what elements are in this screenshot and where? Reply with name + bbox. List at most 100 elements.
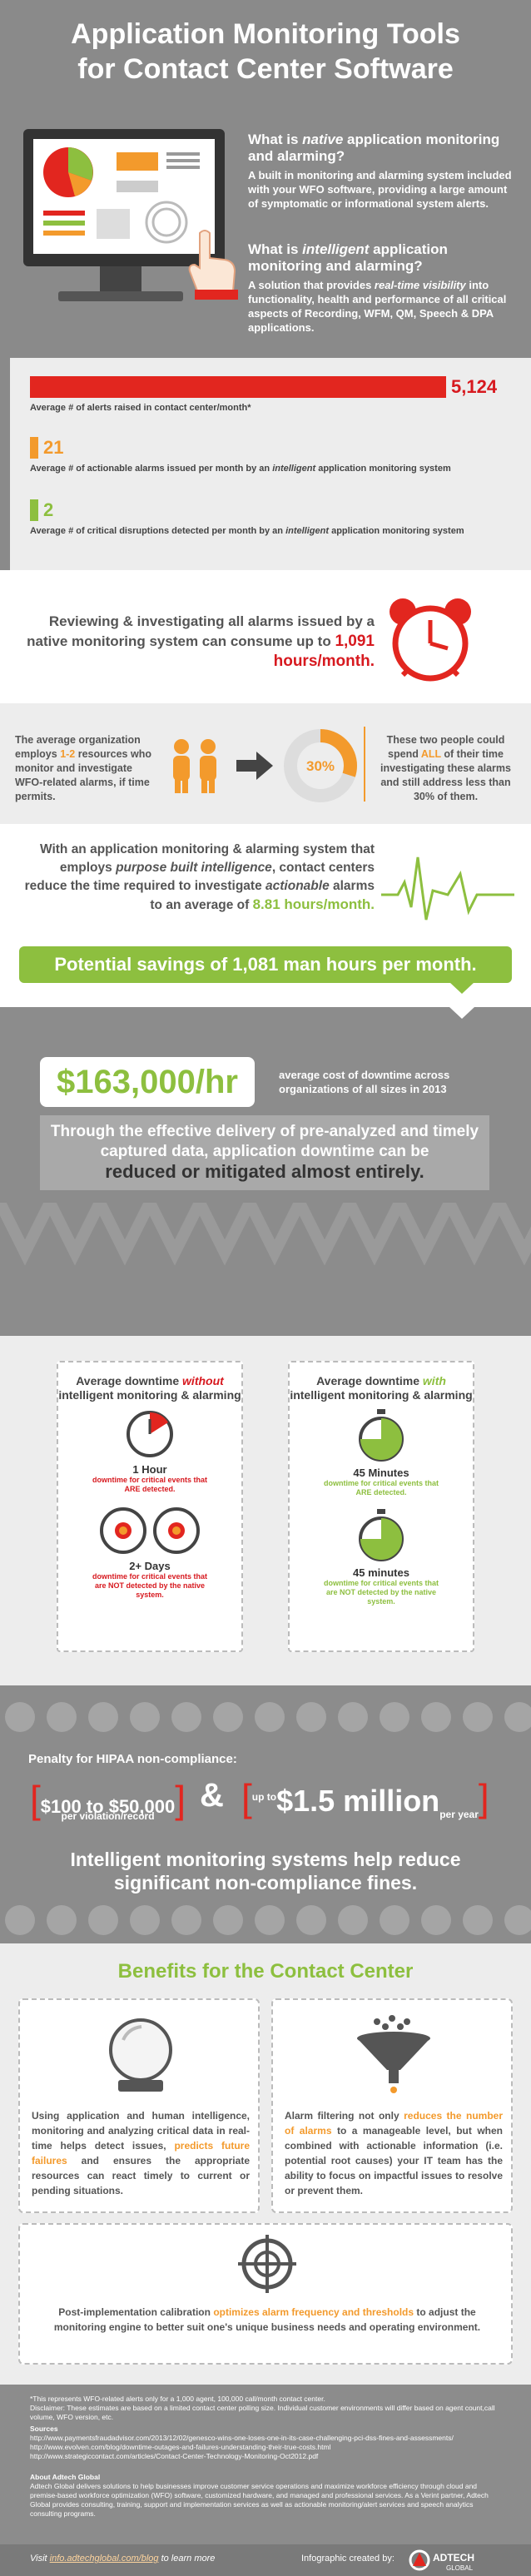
dashboard-screen: [33, 139, 215, 254]
without-detected-value: 1 Hour: [132, 1463, 167, 1476]
divider: [364, 727, 365, 802]
decorative-pattern: [0, 1203, 531, 1266]
target-icon: [238, 2235, 296, 2293]
hipaa-section: Penalty for HIPAA non-compliance: [$100 …: [0, 1685, 531, 1943]
fine-per-year: [up to$1.5 millionper year]: [241, 1776, 489, 1821]
intelligent-answer: A solution that provides real-time visib…: [248, 279, 507, 334]
benefits-section: Benefits for the Contact Center Using ap…: [0, 1943, 531, 2385]
review-time-text: Reviewing & investigating all alarms iss…: [27, 613, 375, 670]
without-monitoring-card: Average downtime without intelligent mon…: [57, 1361, 243, 1652]
fine-per-record: [$100 to $50,000] per violation/record: [30, 1778, 186, 1822]
intelligence-text: With an application monitoring & alarmin…: [24, 842, 375, 912]
stat-bar-alerts: [30, 376, 446, 398]
day-cycle-icon-2: [153, 1507, 201, 1554]
svg-text:GLOBAL: GLOBAL: [446, 2564, 474, 2572]
intelligent-hours: 8.81 hours/month.: [252, 896, 375, 912]
section-top-notch: [0, 1007, 531, 1019]
alarm-clock-icon: [390, 598, 471, 682]
intelligent-question: What is intelligent application monitori…: [248, 241, 448, 274]
stat-label-critical: Average # of critical disruptions detect…: [30, 526, 464, 536]
stopwatch-icon-2: [359, 1509, 404, 1561]
benefit-card-prediction: Using application and human intelligence…: [18, 1998, 260, 2213]
visit-blog-text: Visit info.adtechglobal.com/blog to lear…: [30, 2554, 216, 2564]
with-card-title: Average downtime with intelligent monito…: [290, 1374, 473, 1402]
native-answer: A built in monitoring and alarming syste…: [248, 169, 512, 210]
resources-section: The average organization employs 1-2 res…: [0, 703, 531, 824]
downtime-cost-value: $163,000/hr: [40, 1057, 255, 1107]
benefit-card-filtering: Alarm filtering not only reduces the num…: [271, 1998, 513, 2213]
native-question-block: What is native application monitoring an…: [248, 132, 514, 211]
arrow-right-icon: [236, 752, 273, 780]
percent-label: 30%: [306, 758, 335, 774]
crystal-ball-icon: [109, 2018, 172, 2092]
title-line-2: for Contact Center Software: [77, 53, 454, 85]
source-link-2[interactable]: http://www.evolven.com/blog/downtime-out…: [30, 2443, 331, 2451]
stopwatch-icon: [359, 1409, 404, 1462]
stat-value-critical: 2: [43, 499, 54, 520]
adtech-logo: ADTECH GLOBAL: [409, 2549, 474, 2572]
svg-text:ADTECH: ADTECH: [433, 2552, 474, 2564]
stat-alerts: 5,124 Average # of alerts raised in cont…: [30, 376, 497, 413]
with-undetected-value: 45 minutes: [353, 1566, 409, 1579]
fine-reduction-text: Intelligent monitoring systems help redu…: [70, 1849, 461, 1894]
without-undetected-desc: downtime for critical events that are NO…: [92, 1572, 208, 1599]
benefit-filtering-text: Alarm filtering not only reduces the num…: [285, 2110, 504, 2196]
benefit-calibration-text: Post-implementation calibration optimize…: [53, 2306, 481, 2333]
with-monitoring-card: Average downtime with intelligent monito…: [288, 1361, 474, 1652]
stat-bar-critical: [30, 499, 38, 521]
downtime-reduction-text: Through the effective delivery of pre-an…: [40, 1115, 489, 1190]
sources: Sources http://www.paymentsfraudadvisor.…: [30, 2425, 501, 2461]
dashboard-graphic: [43, 147, 200, 244]
page-title: Application Monitoring Tools for Contact…: [0, 17, 531, 87]
with-undetected-desc: downtime for critical events that are NO…: [323, 1579, 439, 1606]
monitor-stand: [100, 266, 141, 291]
intelligence-section: With an application monitoring & alarmin…: [0, 824, 531, 1007]
source-link-3[interactable]: http://www.strategiccontact.com/articles…: [30, 2452, 319, 2460]
source-link-1[interactable]: http://www.paymentsfraudadvisor.com/2013…: [30, 2434, 454, 2442]
hero-section: Application Monitoring Tools for Contact…: [0, 0, 531, 358]
stat-value-alerts: 5,124: [451, 376, 498, 397]
intelligent-question-block: What is intelligent application monitori…: [248, 241, 514, 335]
stat-critical: 2 Average # of critical disruptions dete…: [30, 499, 464, 536]
stat-label-actionable: Average # of actionable alarms issued pe…: [30, 464, 451, 474]
alert-stats-section: 5,124 Average # of alerts raised in cont…: [0, 358, 531, 570]
without-card-title: Average downtime without intelligent mon…: [58, 1374, 241, 1402]
money-bag-row-bottom: [5, 1905, 531, 1935]
stat-value-actionable: 21: [43, 437, 64, 458]
people-icon: [173, 739, 216, 793]
without-undetected-value: 2+ Days: [129, 1560, 171, 1572]
blog-link[interactable]: info.adtechglobal.com/blog: [49, 2554, 159, 2564]
resources-left-text: The average organization employs 1-2 res…: [15, 734, 151, 802]
clock-icon: [127, 1411, 173, 1457]
review-hours: 1,091 hours/month.: [273, 633, 375, 670]
footnotes: *This represents WFO-related alerts only…: [30, 2395, 495, 2421]
heartbeat-line: [381, 856, 514, 921]
with-detected-value: 45 Minutes: [353, 1467, 409, 1479]
title-line-1: Application Monitoring Tools: [71, 18, 460, 50]
monitor-illustration: [23, 129, 225, 266]
stat-label-alerts: Average # of alerts raised in contact ce…: [30, 403, 251, 413]
banner-pointer: [449, 982, 474, 994]
review-time-section: Reviewing & investigating all alarms iss…: [0, 570, 531, 703]
downtime-cost-section: $163,000/hr average cost of downtime acr…: [0, 1007, 531, 1336]
savings-banner: Potential savings of 1,081 man hours per…: [19, 946, 512, 983]
day-cycle-icon: [99, 1507, 146, 1554]
with-detected-desc: downtime for critical events that ARE de…: [323, 1479, 439, 1496]
ampersand: &: [200, 1777, 224, 1814]
footer-section: *This represents WFO-related alerts only…: [0, 2385, 531, 2576]
stat-actionable: 21 Average # of actionable alarms issued…: [30, 437, 451, 474]
about-adtech: About Adtech Global Adtech Global delive…: [30, 2473, 489, 2518]
pointing-hand-icon: [188, 230, 238, 300]
stat-bar-actionable: [30, 437, 38, 459]
monitor-base: [58, 291, 183, 301]
downtime-comparison-section: Average downtime without intelligent mon…: [0, 1336, 531, 1685]
benefit-card-calibration: Post-implementation calibration optimize…: [18, 2223, 513, 2365]
native-question: What is native application monitoring an…: [248, 132, 500, 164]
downtime-cost-description: average cost of downtime across organiza…: [279, 1069, 450, 1095]
hipaa-penalty-label: Penalty for HIPAA non-compliance:: [28, 1752, 237, 1766]
resources-right-text: These two people could spend ALL of thei…: [380, 734, 511, 802]
percent-ring-chart: 30%: [284, 729, 357, 802]
without-detected-desc: downtime for critical events that ARE de…: [92, 1476, 208, 1493]
funnel-icon: [357, 2015, 430, 2093]
benefits-title: Benefits for the Contact Center: [117, 1960, 414, 1983]
